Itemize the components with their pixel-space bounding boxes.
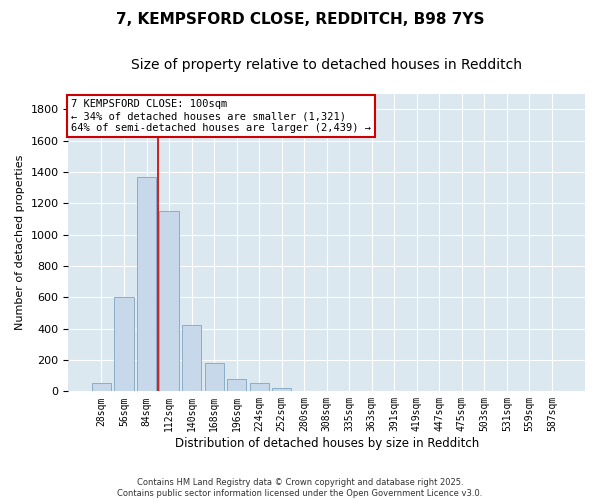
X-axis label: Distribution of detached houses by size in Redditch: Distribution of detached houses by size …	[175, 437, 479, 450]
Bar	[250, 384, 269, 392]
Y-axis label: Number of detached properties: Number of detached properties	[15, 154, 25, 330]
Text: 7 KEMPSFORD CLOSE: 100sqm
← 34% of detached houses are smaller (1,321)
64% of se: 7 KEMPSFORD CLOSE: 100sqm ← 34% of detac…	[71, 100, 371, 132]
Bar	[160, 211, 179, 392]
Bar	[137, 176, 156, 392]
Bar	[92, 384, 111, 392]
Bar	[227, 379, 246, 392]
Bar	[295, 390, 314, 392]
Text: 7, KEMPSFORD CLOSE, REDDITCH, B98 7YS: 7, KEMPSFORD CLOSE, REDDITCH, B98 7YS	[116, 12, 484, 28]
Bar	[205, 363, 224, 392]
Text: Contains HM Land Registry data © Crown copyright and database right 2025.
Contai: Contains HM Land Registry data © Crown c…	[118, 478, 482, 498]
Bar	[272, 388, 291, 392]
Bar	[182, 326, 201, 392]
Bar	[115, 298, 134, 392]
Title: Size of property relative to detached houses in Redditch: Size of property relative to detached ho…	[131, 58, 522, 71]
